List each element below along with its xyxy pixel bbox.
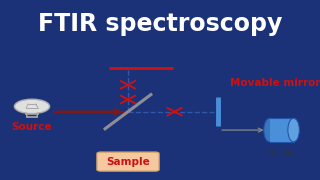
Ellipse shape: [264, 118, 275, 142]
Text: Fixed mirror: Fixed mirror: [179, 62, 247, 72]
Text: FTIR spectroscopy: FTIR spectroscopy: [38, 12, 282, 36]
Ellipse shape: [288, 118, 300, 142]
Text: Sample: Sample: [106, 157, 150, 167]
Text: He-Ne: He-Ne: [268, 149, 296, 158]
Bar: [270, 118, 294, 142]
Circle shape: [14, 99, 50, 114]
Text: Source: Source: [12, 122, 52, 132]
Text: Movable mirror: Movable mirror: [230, 78, 320, 88]
FancyBboxPatch shape: [97, 152, 159, 171]
